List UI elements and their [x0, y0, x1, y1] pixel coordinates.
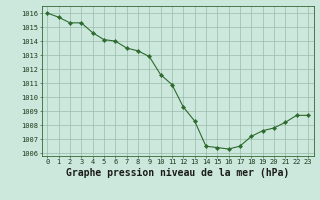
X-axis label: Graphe pression niveau de la mer (hPa): Graphe pression niveau de la mer (hPa) — [66, 168, 289, 178]
